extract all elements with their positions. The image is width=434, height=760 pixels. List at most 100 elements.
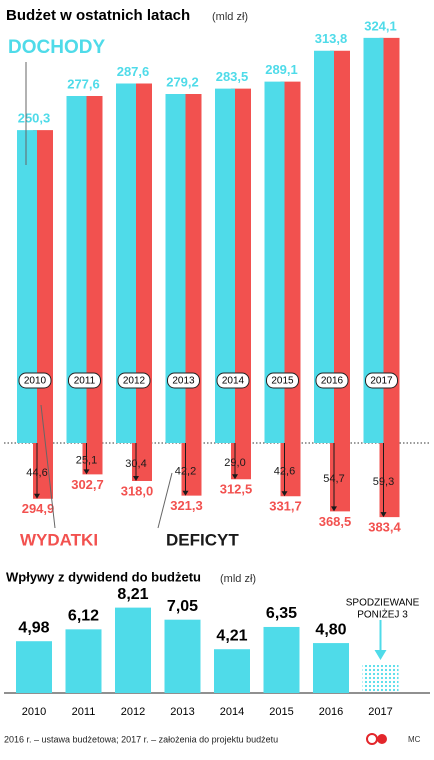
logo (366, 733, 378, 745)
chart-title: Budżet w ostatnich latach (6, 7, 190, 24)
credit: MC (408, 735, 421, 744)
arrow-head (374, 650, 387, 660)
deficit-label: 44,6 (26, 467, 47, 479)
expense-label: 318,0 (121, 483, 154, 498)
x-tick-label: 2012 (123, 376, 146, 387)
expense-label: 383,4 (368, 520, 401, 535)
income-label: 279,2 (166, 74, 199, 89)
income-label: 324,1 (364, 18, 397, 33)
value-label: 6,12 (68, 608, 99, 625)
deficit-label: 59,3 (373, 476, 394, 488)
x-tick-label: 2017 (368, 706, 392, 718)
x-tick-label: 2015 (269, 706, 293, 718)
year-pill (266, 372, 299, 389)
bar (313, 643, 349, 693)
deficit-label: 42,2 (175, 465, 196, 477)
year-pill (68, 372, 101, 389)
year-pill (216, 372, 250, 389)
deficit-label: 54,7 (323, 473, 344, 485)
income-bar (116, 83, 136, 443)
expense-label: 321,3 (170, 498, 203, 513)
bar (115, 607, 151, 693)
year-pill (167, 372, 200, 389)
arrow-head (380, 512, 387, 518)
x-tick-label: 2014 (222, 376, 245, 387)
income-bar (17, 130, 37, 443)
x-tick-label: 2010 (24, 376, 47, 387)
income-label: 289,1 (265, 62, 298, 77)
expense-label: 294,9 (22, 501, 55, 516)
value-label: 4,98 (18, 619, 49, 636)
expense-label: 368,5 (319, 514, 352, 529)
year-pill (18, 372, 52, 389)
expense-bar (280, 81, 301, 497)
unit: (mld zł) (220, 573, 256, 585)
pointer (157, 472, 173, 529)
bar (214, 649, 250, 693)
expense-label: 302,7 (71, 477, 104, 492)
unit: (mld zł) (212, 11, 248, 23)
income-label: 250,3 (18, 111, 51, 126)
x-tick-label: 2013 (172, 376, 195, 387)
x-tick-label: 2014 (220, 706, 244, 718)
arrow-head (331, 506, 337, 512)
x-tick-label: 2011 (74, 376, 96, 387)
bar (65, 629, 102, 693)
income-label: 287,6 (117, 64, 150, 79)
expense-bar (330, 50, 350, 512)
bar (263, 626, 300, 693)
income-bar (264, 81, 285, 443)
value-label: 7,05 (167, 598, 198, 615)
expected-bar (362, 665, 399, 693)
expense-bar (33, 130, 53, 499)
income-label: 277,6 (67, 76, 100, 91)
deficit-label: 25,1 (76, 455, 97, 467)
income-bar (215, 88, 235, 443)
arrow-head (83, 469, 90, 475)
income-bar (363, 37, 384, 443)
x-tick-label: 2012 (121, 706, 145, 718)
expense-bar (181, 94, 202, 496)
deficit-label: 42,6 (274, 466, 295, 478)
x-tick-label: 2016 (321, 376, 344, 387)
expense-bar (379, 37, 400, 518)
arrow-head (232, 474, 238, 480)
footer-note: 2016 r. – ustawa budżetowa; 2017 r. – za… (4, 734, 278, 744)
chart-title: Wpływy z dywidend do budżetu (6, 569, 201, 584)
value-label: 4,80 (315, 621, 346, 638)
value-label: 6,35 (266, 605, 297, 622)
year-pill (365, 372, 398, 389)
arrow-head (133, 476, 139, 481)
x-tick-label: 2010 (22, 706, 46, 718)
legend-expense: WYDATKI (20, 530, 98, 549)
pointer (40, 404, 56, 529)
value-label: 8,21 (117, 586, 148, 603)
x-tick-label: 2017 (370, 376, 393, 387)
expense-label: 331,7 (269, 499, 302, 514)
x-tick-label: 2013 (170, 706, 194, 718)
income-bar (165, 94, 186, 443)
legend-deficit: DEFICYT (166, 530, 239, 549)
logo (377, 734, 387, 744)
year-pill (315, 372, 349, 389)
year-pill (117, 372, 151, 389)
arrow-head (281, 491, 288, 497)
income-label: 313,8 (315, 31, 348, 46)
income-bar (314, 50, 334, 443)
annotation: SPODZIEWANE (346, 598, 420, 609)
bar (16, 641, 52, 693)
x-tick-label: 2011 (72, 706, 96, 718)
x-tick-label: 2016 (319, 706, 343, 718)
arrow-head (34, 493, 40, 499)
legend-income: DOCHODY (8, 37, 105, 58)
arrow-head (182, 490, 189, 496)
annotation: PONIŻEJ 3 (357, 608, 408, 621)
expense-label: 312,5 (220, 482, 253, 497)
income-bar (66, 96, 87, 443)
bar (164, 619, 201, 693)
value-label: 4,21 (216, 627, 247, 644)
deficit-label: 29,0 (224, 457, 245, 469)
deficit-label: 30,4 (125, 458, 146, 470)
income-label: 283,5 (216, 69, 249, 84)
